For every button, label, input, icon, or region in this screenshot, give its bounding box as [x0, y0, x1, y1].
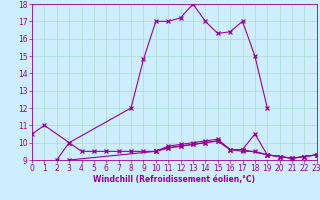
X-axis label: Windchill (Refroidissement éolien,°C): Windchill (Refroidissement éolien,°C) [93, 175, 255, 184]
